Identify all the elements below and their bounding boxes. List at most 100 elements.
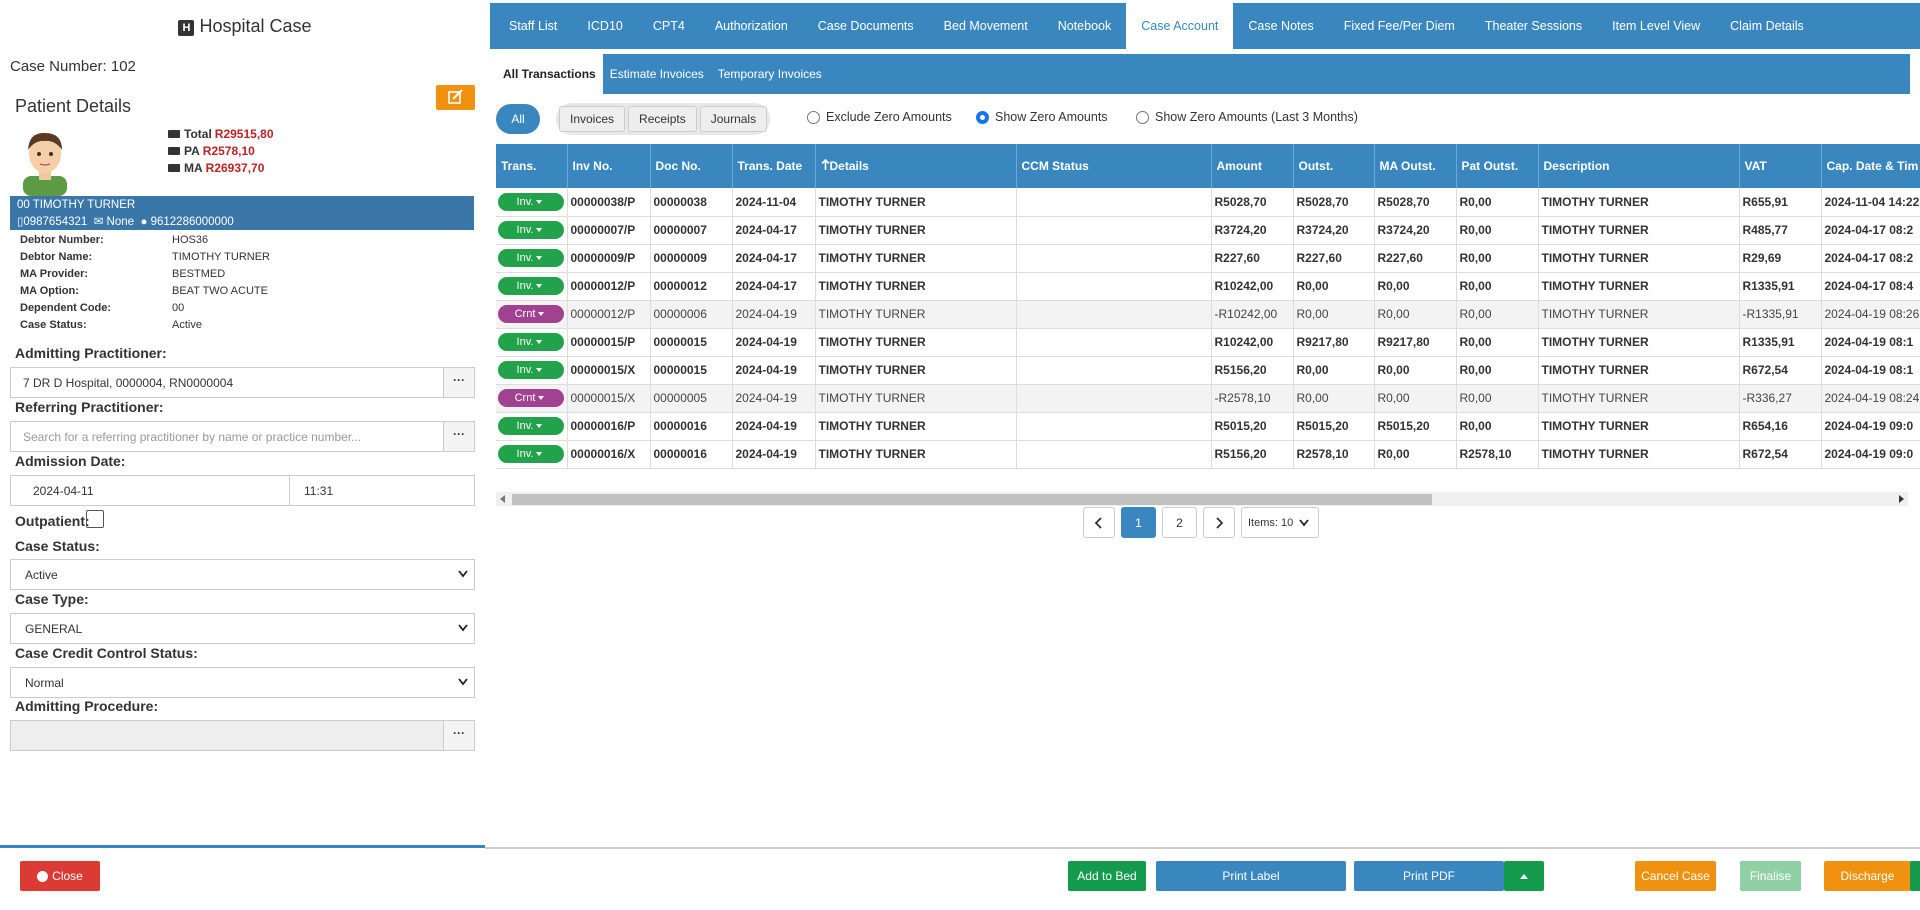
radio[interactable] xyxy=(1136,111,1149,124)
trans-badge[interactable]: Inv. xyxy=(498,193,564,211)
table-row[interactable]: Inv.00000012/P000000122024-04-17TIMOTHY … xyxy=(496,272,1920,300)
radio-option[interactable]: Show Zero Amounts xyxy=(976,110,1108,124)
column-header[interactable]: Description xyxy=(1538,144,1739,188)
close-button[interactable]: Close xyxy=(20,861,100,891)
lookup-button[interactable]: ··· xyxy=(443,422,474,451)
tab[interactable]: Fixed Fee/Per Diem xyxy=(1329,3,1470,49)
radio-option[interactable]: Exclude Zero Amounts xyxy=(807,110,952,124)
table-row[interactable]: Inv.00000015/P000000152024-04-19TIMOTHY … xyxy=(496,328,1920,356)
table-row[interactable]: Inv.00000016/X000000162024-04-19TIMOTHY … xyxy=(496,440,1920,468)
filter-button[interactable]: Receipts xyxy=(628,106,697,132)
procedure-input[interactable]: ··· xyxy=(10,720,475,751)
cell: 00000015/X xyxy=(567,356,650,384)
trans-badge[interactable]: Crnt xyxy=(498,389,564,407)
column-header[interactable]: CCM Status xyxy=(1016,144,1211,188)
sub-tab[interactable]: Temporary Invoices xyxy=(711,54,829,94)
column-title: Doc No. xyxy=(656,159,701,173)
scroll-thumb[interactable] xyxy=(512,494,1432,505)
trans-badge[interactable]: Inv. xyxy=(498,361,564,379)
column-header[interactable]: Trans. xyxy=(496,144,567,188)
date-input[interactable]: 2024-04-11 xyxy=(10,475,290,506)
sub-tab[interactable]: All Transactions xyxy=(496,54,603,94)
column-header[interactable]: Pat Outst. xyxy=(1456,144,1538,188)
scrollbar[interactable] xyxy=(496,492,1908,506)
filter-button[interactable]: All xyxy=(496,104,540,134)
cell: Inv. xyxy=(496,412,567,440)
outpatient-checkbox[interactable] xyxy=(86,510,104,528)
table-row[interactable]: Inv.00000009/P000000092024-04-17TIMOTHY … xyxy=(496,244,1920,272)
filter-button[interactable]: Journals xyxy=(700,106,767,132)
table-row[interactable]: Inv.00000016/P000000162024-04-19TIMOTHY … xyxy=(496,412,1920,440)
admitting-input[interactable]: 7 DR D Hospital, 0000004, RN0000004··· xyxy=(10,367,475,398)
tab[interactable]: Theater Sessions xyxy=(1470,3,1597,49)
trans-badge[interactable]: Inv. xyxy=(498,221,564,239)
total-row: MAR26937,70 xyxy=(168,161,274,178)
page-button[interactable]: 1 xyxy=(1121,507,1156,538)
tab[interactable]: Case Documents xyxy=(803,3,929,49)
filter-button[interactable]: Invoices xyxy=(559,106,625,132)
tab[interactable]: Bed Movement xyxy=(929,3,1043,49)
items-select[interactable]: Items: 10 xyxy=(1241,507,1319,538)
table-row[interactable]: Inv.00000007/P000000072024-04-17TIMOTHY … xyxy=(496,216,1920,244)
trans-badge[interactable]: Crnt xyxy=(498,305,564,323)
table-row[interactable]: Inv.00000038/P000000382024-11-04TIMOTHY … xyxy=(496,188,1920,216)
column-header[interactable]: Cap. Date & Tim xyxy=(1821,144,1920,188)
lookup-button[interactable]: ··· xyxy=(443,368,474,397)
page-button[interactable]: 2 xyxy=(1162,507,1197,538)
case-type-select[interactable]: GENERAL xyxy=(10,613,475,644)
time-input[interactable]: 11:31 xyxy=(289,475,475,506)
column-header[interactable]: Inv No. xyxy=(567,144,650,188)
credit-select[interactable]: Normal xyxy=(10,667,475,698)
tab[interactable]: Staff List xyxy=(494,3,572,49)
hospital-icon: H xyxy=(178,20,194,36)
trans-badge[interactable]: Inv. xyxy=(498,333,564,351)
referring-input[interactable]: Search for a referring practitioner by n… xyxy=(10,421,475,452)
page-arrow[interactable] xyxy=(1083,507,1115,538)
field-label: Admitting Practitioner: xyxy=(15,345,167,361)
cell: R1335,91 xyxy=(1739,272,1821,300)
footer-button[interactable]: Print Label xyxy=(1156,861,1346,891)
column-title: Inv No. xyxy=(573,159,613,173)
column-header[interactable]: Amount xyxy=(1211,144,1293,188)
table-row[interactable]: Crnt00000012/P000000062024-04-19TIMOTHY … xyxy=(496,300,1920,328)
tab[interactable]: Notebook xyxy=(1043,3,1127,49)
column-header[interactable]: Outst. xyxy=(1293,144,1374,188)
tab[interactable]: ICD10 xyxy=(572,3,637,49)
column-header[interactable]: MA Outst. xyxy=(1374,144,1456,188)
radio[interactable] xyxy=(976,111,989,124)
tab[interactable]: Authorization xyxy=(700,3,803,49)
column-header[interactable]: VAT xyxy=(1739,144,1821,188)
case-status-select[interactable]: Active xyxy=(10,559,475,590)
trans-badge[interactable]: Inv. xyxy=(498,249,564,267)
edit-button[interactable] xyxy=(436,85,475,110)
tab[interactable]: CPT4 xyxy=(638,3,700,49)
radio-option[interactable]: Show Zero Amounts (Last 3 Months) xyxy=(1136,110,1358,124)
trans-badge[interactable]: Inv. xyxy=(498,417,564,435)
lookup-button[interactable]: ··· xyxy=(443,721,474,750)
column-header[interactable]: Doc No. xyxy=(650,144,732,188)
dropdown-toggle[interactable] xyxy=(1504,861,1544,891)
tab[interactable]: Claim Details xyxy=(1715,3,1819,49)
table-row[interactable]: Crnt00000015/X000000052024-04-19TIMOTHY … xyxy=(496,384,1920,412)
footer-button[interactable]: Add to Bed xyxy=(1068,861,1146,891)
tab[interactable]: Case Account xyxy=(1126,3,1233,49)
column-header[interactable]: Details xyxy=(815,144,1016,188)
column-header[interactable]: Trans. Date xyxy=(732,144,815,188)
cell: -R10242,00 xyxy=(1211,300,1293,328)
edit-icon xyxy=(436,85,475,110)
tab[interactable]: Item Level View xyxy=(1597,3,1715,49)
table-row[interactable]: Inv.00000015/X000000152024-04-19TIMOTHY … xyxy=(496,356,1920,384)
sub-tab[interactable]: Estimate Invoices xyxy=(603,54,711,94)
trans-badge[interactable]: Inv. xyxy=(498,445,564,463)
trans-badge[interactable]: Inv. xyxy=(498,277,564,295)
footer-button[interactable]: Discharge xyxy=(1824,861,1911,891)
footer-button[interactable]: Cancel Case xyxy=(1635,861,1716,891)
footer-button[interactable]: Print PDF xyxy=(1354,861,1504,891)
tab[interactable]: Case Notes xyxy=(1233,3,1328,49)
footer-button[interactable]: Save xyxy=(1910,861,1920,891)
page-arrow[interactable] xyxy=(1203,507,1235,538)
radio[interactable] xyxy=(807,111,820,124)
cell: TIMOTHY TURNER xyxy=(1538,300,1739,328)
detail-value: HOS36 xyxy=(172,234,208,246)
footer-button[interactable]: Finalise xyxy=(1740,861,1801,891)
